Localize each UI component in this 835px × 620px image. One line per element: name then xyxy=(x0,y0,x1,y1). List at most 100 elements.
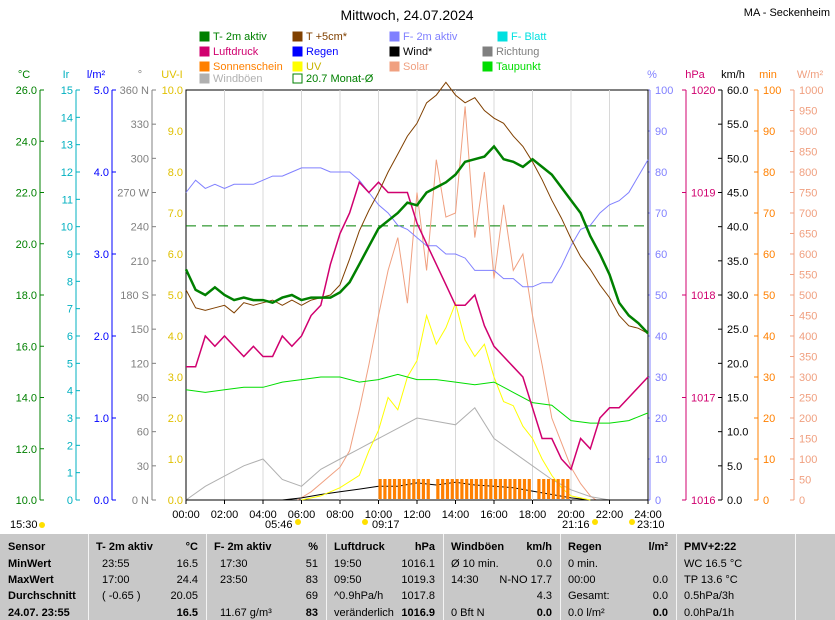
station-label: MA - Seckenheim xyxy=(744,7,830,19)
series-line-uv xyxy=(301,301,591,501)
plot-area xyxy=(184,81,649,501)
table-pmv-value: 0.5hPa/3h xyxy=(684,590,735,602)
table-cell-value: 24.4 xyxy=(176,574,198,586)
table-cell-value: 83 xyxy=(305,574,318,586)
axis-tick-label: 60 xyxy=(655,249,667,261)
x-tick-label: 20:00 xyxy=(557,509,585,521)
axis-tick-label: 60 xyxy=(137,427,149,439)
axis-tick-label: 5.0 xyxy=(94,85,109,97)
axis-tick-label: 55.0 xyxy=(727,119,748,131)
axis-tick-label: 15.0 xyxy=(727,393,748,405)
weather-chart: Mittwoch, 24.07.2024 MA - Seckenheim T- … xyxy=(10,7,830,531)
axis-tick-label: 1017 xyxy=(691,393,715,405)
sunshine-bar xyxy=(450,479,454,499)
sunshine-bar xyxy=(460,479,464,499)
sunshine-bar xyxy=(522,479,527,499)
legend: T- 2m aktiv T +5cm* F- 2m aktiv F- Blatt Luf… xyxy=(199,31,546,85)
legend-label: F- 2m aktiv xyxy=(403,31,458,43)
sunshine-bar xyxy=(465,479,469,499)
axis-tick-label: 360 N xyxy=(120,85,149,97)
x-tick-label: 16:00 xyxy=(480,509,508,521)
axis-tick-label: 30.0 xyxy=(727,290,748,302)
axis-tick-label: 2 xyxy=(67,440,73,452)
axis-tick-label: 90 xyxy=(763,126,775,138)
sunshine-bar xyxy=(392,479,397,499)
axis-tick-label: 8.0 xyxy=(168,167,183,179)
axis-tick-label: 100 xyxy=(655,85,673,97)
axis-tick-label: 0 xyxy=(655,495,661,507)
table-row-label: MinWert xyxy=(8,558,52,570)
table-cell-value: 0.0 xyxy=(536,607,552,619)
sunshine-bar xyxy=(537,479,541,499)
axis-tick-label: 11 xyxy=(62,194,73,206)
axis-tick-label: 400 xyxy=(799,331,817,343)
sunshine-bar xyxy=(397,479,401,499)
legend-swatch xyxy=(199,61,210,72)
table-cell-value: 51 xyxy=(305,558,318,570)
x-tick-label: 24:00 xyxy=(634,509,662,521)
axis-tick-label: 3 xyxy=(67,413,73,425)
series-line-t-2m-aktiv xyxy=(184,144,649,335)
table-cell-value: 1016.1 xyxy=(401,558,435,570)
table-cell-value: 0.0 xyxy=(536,558,552,570)
axis-tick-label: 1018 xyxy=(691,290,715,302)
table-cell-label: Gesamt: xyxy=(568,590,610,602)
table-header: Luftdruck xyxy=(334,541,385,553)
sunshine-bar xyxy=(494,479,498,499)
sunshine-bar xyxy=(546,479,551,499)
axis-unit: UV-I xyxy=(161,69,182,81)
axis-tick-label: 300 xyxy=(799,372,817,384)
sunshine-bar xyxy=(469,479,474,499)
table-divider xyxy=(206,534,207,620)
axis-tick-label: 100 xyxy=(799,454,817,466)
sun-end-time: 23:10 xyxy=(637,519,665,531)
table-pmv-value: TP 13.6 °C xyxy=(684,574,738,586)
axis-unit: l/m² xyxy=(87,69,106,81)
table-divider xyxy=(676,534,677,620)
legend-label: Wind* xyxy=(403,46,433,58)
table-header: T- 2m aktiv xyxy=(96,541,153,553)
series-line-t-5cm- xyxy=(185,81,649,334)
table-header: Regen xyxy=(568,541,602,553)
table-cell-label: 23:50 xyxy=(220,574,248,586)
axis-tick-label: 50 xyxy=(763,290,775,302)
axis-tick-label: 90 xyxy=(137,393,149,405)
sunshine-bar xyxy=(527,479,531,499)
axis-tick-label: 50 xyxy=(655,290,667,302)
summary-table: Sensor T- 2m aktiv °C F- 2m aktiv% Luftdruck… xyxy=(0,534,835,620)
axis-tick-label: 30 xyxy=(655,372,667,384)
table-cell-value: 1017.8 xyxy=(401,590,435,602)
table-cell-value: 1019.3 xyxy=(401,574,435,586)
x-tick-label: 10:00 xyxy=(365,509,393,521)
series-line-windb-en xyxy=(185,407,648,501)
axis-tick-label: 1.0 xyxy=(168,454,183,466)
series-line-solar xyxy=(297,106,597,501)
table-row-label: MaxWert xyxy=(8,574,54,586)
axis-tick-label: 40 xyxy=(655,331,667,343)
sun-marker-icon xyxy=(295,519,301,525)
axis-tick-label: 900 xyxy=(799,126,817,138)
series-line-luftdruck xyxy=(186,180,649,471)
sunshine-bar xyxy=(508,479,512,499)
sunshine-bar xyxy=(383,479,387,499)
table-cell-value: 0.0 xyxy=(652,574,668,586)
sunrise-time: 05:46 xyxy=(265,519,293,531)
axis-tick-label: 14.0 xyxy=(16,393,37,405)
table-cell-label: 19:50 xyxy=(334,558,362,570)
axis-tick-label: 250 xyxy=(799,393,817,405)
axis-tick-label: 5.0 xyxy=(727,461,742,473)
axis-tick-label: 120 xyxy=(131,358,149,370)
table-header: Windböen xyxy=(451,541,505,553)
sunshine-bar xyxy=(518,479,522,499)
series-line-taupunkt xyxy=(185,373,649,424)
axis-tick-label: 850 xyxy=(799,147,817,159)
legend-label: F- Blatt xyxy=(511,31,546,43)
legend-swatch xyxy=(389,61,400,72)
legend-swatch xyxy=(482,61,493,72)
axis-tick-label: 4.0 xyxy=(94,167,109,179)
chart-title: Mittwoch, 24.07.2024 xyxy=(340,7,473,23)
axis-tick-label: 24.0 xyxy=(16,136,37,148)
x-tick-label: 02:00 xyxy=(211,509,239,521)
x-tick-label: 06:00 xyxy=(288,509,316,521)
table-header-unit: % xyxy=(308,541,318,553)
